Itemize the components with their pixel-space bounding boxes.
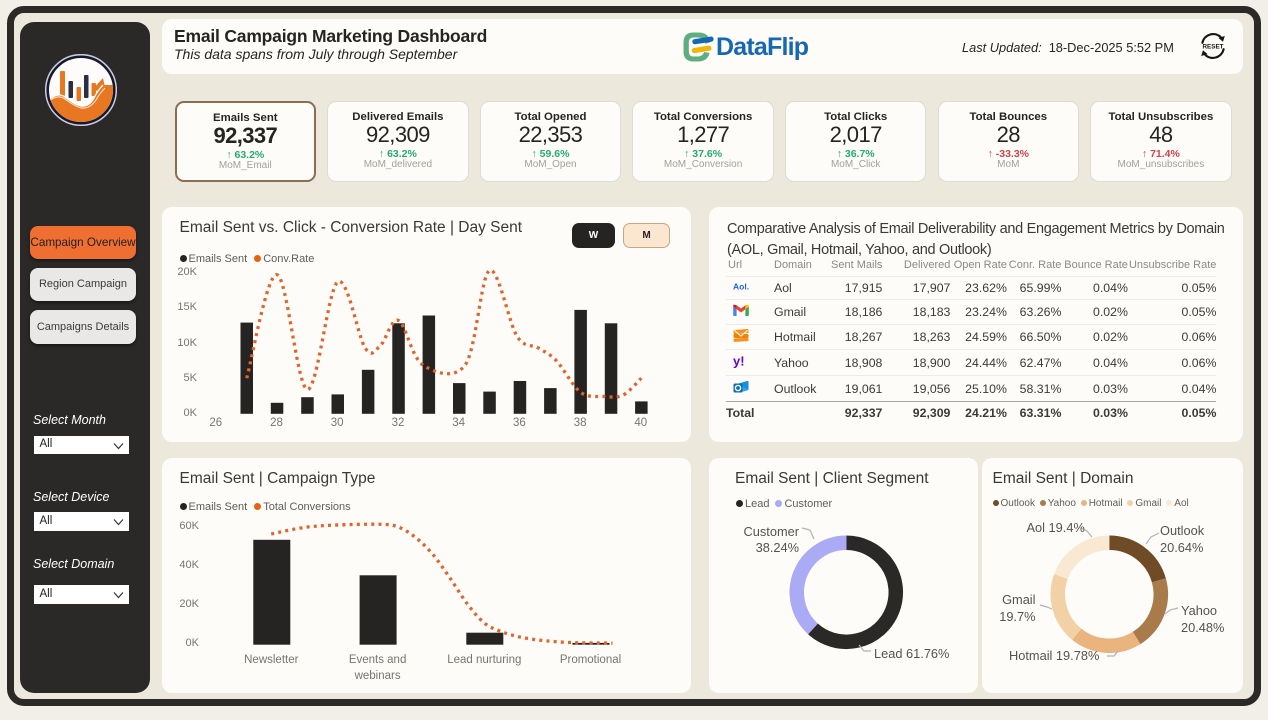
svg-text:y!: y!: [733, 354, 745, 368]
svg-text:Aol.: Aol.: [733, 282, 749, 292]
svg-text:RESET: RESET: [1203, 43, 1224, 50]
